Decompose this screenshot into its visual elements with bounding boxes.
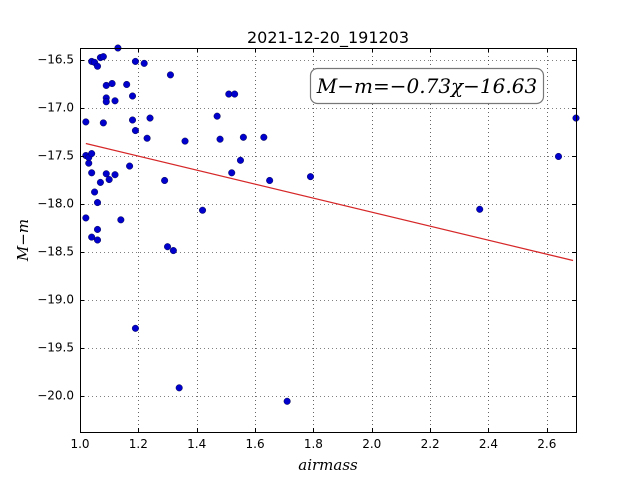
data-point: [88, 233, 96, 241]
data-point: [283, 397, 291, 405]
x-tick-label: 1.8: [304, 437, 323, 451]
data-point: [94, 199, 102, 207]
data-points: [82, 44, 580, 405]
data-point: [111, 171, 119, 179]
data-point: [129, 116, 137, 124]
y-tick-label: −20.0: [37, 389, 74, 403]
y-tick-label: −19.0: [37, 293, 74, 307]
y-tick-label: −19.5: [37, 341, 74, 355]
data-point: [117, 216, 125, 224]
data-point: [82, 214, 90, 222]
data-point: [99, 119, 107, 127]
x-tick-label: 2.6: [537, 437, 556, 451]
annotation-text: M−m=−0.73χ−16.63: [316, 74, 537, 98]
data-point: [99, 53, 107, 61]
data-point: [91, 188, 99, 196]
data-point: [228, 169, 236, 177]
data-point: [166, 71, 174, 79]
x-tick-label: 1.4: [187, 437, 206, 451]
data-point: [266, 176, 274, 184]
data-point: [131, 57, 139, 65]
data-point: [131, 127, 139, 135]
data-point: [476, 205, 484, 213]
data-point: [88, 150, 96, 158]
data-point: [88, 169, 96, 177]
data-point: [96, 178, 104, 186]
axis-ticks: [80, 48, 576, 432]
x-tick-label: 1.0: [70, 437, 89, 451]
data-point: [225, 90, 233, 98]
annotation-box: [309, 67, 545, 105]
data-point: [236, 156, 244, 164]
y-tick-label: −16.5: [37, 53, 74, 67]
x-tick-label: 2.0: [362, 437, 381, 451]
y-tick-label: −17.0: [37, 101, 74, 115]
data-point: [554, 152, 562, 160]
data-point: [111, 97, 119, 105]
x-axis-label: airmass: [298, 456, 358, 474]
data-point: [164, 243, 172, 251]
x-tick-label: 2.4: [479, 437, 498, 451]
data-point: [129, 92, 137, 100]
data-point: [216, 135, 224, 143]
fit-line: [85, 142, 574, 262]
x-tick-label: 1.6: [246, 437, 265, 451]
grid-lines: [80, 48, 576, 432]
data-point: [108, 80, 116, 88]
data-point: [94, 62, 102, 70]
fit-annotation: M−m=−0.73χ−16.63: [309, 67, 545, 105]
y-axis-label: M−m: [14, 219, 32, 262]
data-point: [231, 90, 239, 98]
data-point: [143, 134, 151, 142]
data-point: [213, 112, 221, 120]
y-tick-label: −18.0: [37, 197, 74, 211]
data-point: [94, 236, 102, 244]
data-point: [239, 133, 247, 141]
y-tick-labels: −16.5 −17.0 −17.5 −18.0 −18.5 −19.0 −19.5 −20.0: [37, 53, 74, 403]
x-tick-labels: 1.0 1.2 1.4 1.6 1.8 2.0 2.2 2.4 2.6: [70, 437, 556, 451]
y-tick-label: −18.5: [37, 245, 74, 259]
data-point: [199, 206, 207, 214]
data-point: [306, 173, 314, 181]
data-point: [126, 162, 134, 170]
chart-title: 2021-12-20_191203: [247, 28, 409, 48]
data-point: [140, 59, 148, 67]
data-point: [169, 247, 177, 255]
data-point: [94, 225, 102, 233]
data-point: [146, 114, 154, 122]
y-tick-label: −17.5: [37, 149, 74, 163]
data-point: [82, 118, 90, 126]
data-point: [102, 170, 110, 178]
data-point: [260, 133, 268, 141]
x-tick-label: 2.2: [421, 437, 440, 451]
data-point: [102, 98, 110, 106]
x-tick-label: 1.2: [129, 437, 148, 451]
plot-frame: [80, 48, 577, 433]
data-point: [161, 176, 169, 184]
data-point: [131, 324, 139, 332]
data-point: [105, 176, 113, 184]
data-point: [181, 137, 189, 145]
data-point: [102, 81, 110, 89]
data-point: [123, 80, 131, 88]
fit-layer: [85, 142, 574, 262]
data-point: [175, 384, 183, 392]
